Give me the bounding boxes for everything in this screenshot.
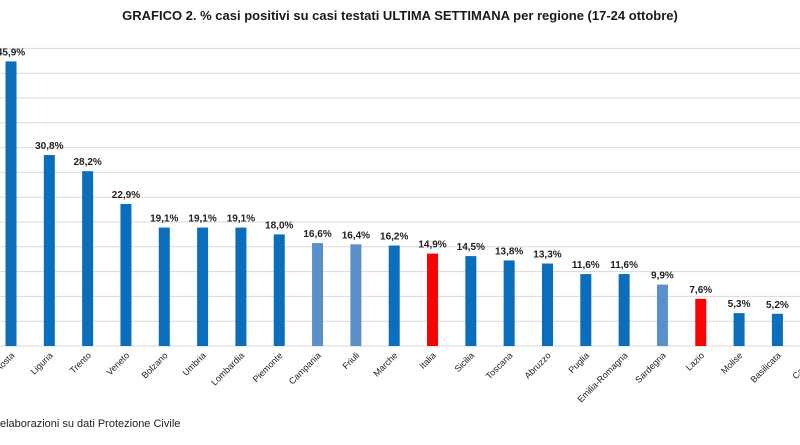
bars: [5, 61, 783, 347]
tick-label: Sicilia: [453, 350, 477, 374]
tick-label: Lombardia: [209, 350, 246, 387]
tick-label: Marche: [371, 350, 399, 378]
data-labels: 45,9% 30,8% 28,2% 22,9% 19,1% 19,1% 19,1% 18,0%…: [0, 47, 789, 310]
bar-sicilia: [465, 256, 477, 346]
data-label: 16,2%: [380, 232, 408, 243]
source-note: elaborazioni su dati Protezione Civile: [0, 418, 181, 430]
category-tick-labels: Valle d'Aosta Liguria Trento Veneto Bolzano U…: [0, 350, 800, 404]
bar-umbria: [197, 227, 209, 346]
bar-valle-d-aosta: [5, 61, 17, 347]
bar-italia: [427, 253, 439, 346]
tick-label: Trento: [68, 350, 93, 375]
data-label: 13,3%: [533, 250, 561, 261]
data-label: 11,6%: [610, 260, 638, 271]
data-label: 7,6%: [689, 285, 712, 296]
data-label: 19,1%: [188, 214, 216, 225]
tick-label: Lazio: [684, 350, 706, 372]
tick-label: Basilicata: [748, 350, 782, 384]
data-label: 45,9%: [0, 47, 25, 58]
bar-campania: [312, 243, 324, 346]
data-label: 28,2%: [73, 157, 101, 168]
tick-label: Abruzzo: [522, 350, 552, 380]
chart-title: GRAFICO 2. % casi positivi su casi testa…: [122, 8, 678, 23]
bar-piemonte: [273, 234, 285, 346]
data-label: 19,1%: [227, 214, 255, 225]
tick-label: Sardegna: [633, 350, 668, 385]
data-label: 22,9%: [112, 190, 140, 201]
data-label: 30,8%: [35, 141, 63, 152]
bar-lombardia: [235, 227, 247, 346]
gridlines: [0, 47, 800, 347]
data-label: 5,2%: [766, 300, 789, 311]
tick-label: Veneto: [104, 350, 131, 377]
tick-label: Italia: [417, 350, 438, 371]
tick-label: Puglia: [566, 350, 591, 375]
data-label: 14,9%: [418, 240, 446, 251]
data-label: 5,3%: [728, 299, 751, 310]
tick-label: Piemonte: [251, 350, 285, 384]
tick-label: Calabria: [790, 350, 800, 381]
bar-lazio: [695, 298, 707, 346]
bar-bolzano: [158, 227, 170, 346]
data-label: 16,6%: [303, 229, 331, 240]
tick-label: Umbria: [180, 350, 208, 378]
bar-friuli: [350, 244, 362, 346]
bar-basilicata: [771, 313, 783, 346]
tick-label: Molise: [719, 350, 744, 375]
tick-label: Campania: [287, 350, 323, 386]
tick-label: Valle d'Aosta: [0, 350, 16, 394]
tick-label: Liguria: [29, 350, 55, 376]
data-label: 9,9%: [651, 271, 674, 282]
tick-label: Friuli: [340, 350, 361, 371]
bar-veneto: [120, 204, 132, 346]
data-label: 13,8%: [495, 246, 523, 257]
data-label: 18,0%: [265, 220, 293, 231]
tick-label: Bolzano: [140, 350, 170, 380]
tick-label: Toscana: [484, 350, 515, 381]
bar-molise: [733, 313, 745, 346]
bar-emilia-romagna: [618, 274, 630, 346]
data-label: 11,6%: [572, 260, 600, 271]
data-label: 14,5%: [457, 242, 485, 253]
bar-toscana: [503, 260, 515, 346]
bar-liguria: [43, 155, 55, 346]
data-label: 16,4%: [342, 230, 370, 241]
bar-marche: [388, 245, 400, 346]
data-label: 19,1%: [150, 214, 178, 225]
bar-abruzzo: [541, 263, 553, 346]
bar-sardegna: [656, 284, 668, 346]
bar-trento: [82, 171, 94, 346]
bar-puglia: [580, 274, 592, 346]
